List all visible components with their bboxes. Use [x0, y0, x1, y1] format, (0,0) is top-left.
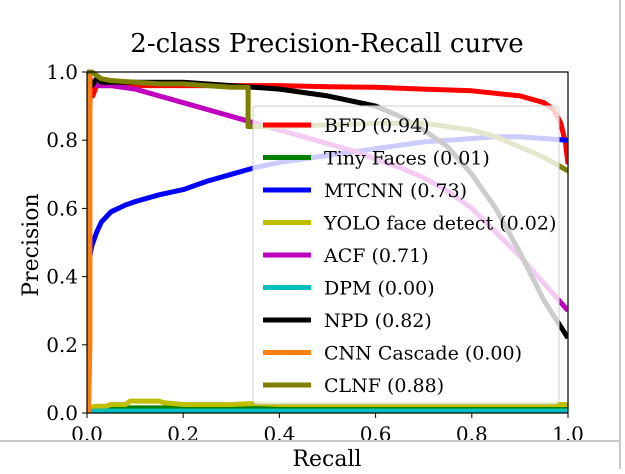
legend-label: MTCNN (0.73) — [324, 180, 467, 202]
x-axis-label: Recall — [292, 447, 361, 469]
chart-title: 2-class Precision-Recall curve — [130, 29, 523, 59]
y-tick-label: 0.8 — [46, 128, 78, 152]
legend-label: ACF (0.71) — [323, 245, 429, 267]
legend-label: BFD (0.94) — [324, 115, 430, 137]
legend-label: NPD (0.82) — [324, 310, 432, 332]
x-tick-label: 0.2 — [167, 422, 199, 446]
x-tick-label: 0.4 — [263, 422, 295, 446]
x-tick-label: 0.8 — [456, 422, 488, 446]
ticks-layer: 0.0 0.2 0.4 0.6 0.8 1.0 0.0 0.2 0.4 0.6 0.8 1.0 — [46, 60, 584, 446]
legend-box — [252, 105, 560, 405]
legend-label: DPM (0.00) — [324, 278, 435, 300]
series-line-7 — [87, 72, 93, 413]
y-tick-label: 0.2 — [46, 333, 78, 357]
y-axis-label: Precision — [19, 193, 44, 296]
x-tick-label: 1.0 — [552, 422, 584, 446]
x-tick-label: 0.0 — [71, 422, 103, 446]
legend-label: CNN Cascade (0.00) — [324, 343, 522, 365]
screen-border-right — [619, 0, 621, 469]
y-tick-label: 0.4 — [46, 265, 78, 289]
legend-label: YOLO face detect (0.02) — [323, 213, 556, 235]
screen-border-bottom — [0, 440, 621, 442]
legend: BFD (0.94) Tiny Faces (0.01) MTCNN (0.73) Y… — [252, 105, 560, 405]
legend-label: CLNF (0.88) — [324, 375, 444, 397]
x-tick-label: 0.6 — [360, 422, 392, 446]
legend-label: Tiny Faces (0.01) — [324, 148, 490, 170]
y-tick-label: 1.0 — [46, 60, 78, 84]
y-tick-label: 0.0 — [46, 401, 78, 425]
plot-frame — [86, 71, 569, 414]
y-tick-label: 0.6 — [46, 196, 78, 220]
